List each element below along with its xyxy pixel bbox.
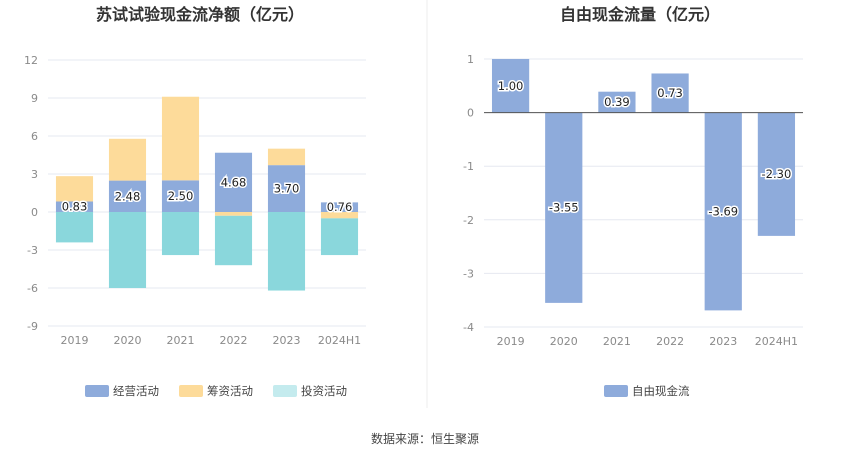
x-tick-label: 2022	[220, 334, 248, 347]
bar-segment	[214, 215, 253, 266]
bar-segment	[320, 202, 359, 212]
y-tick-label: -3	[463, 267, 474, 280]
data-source-note: 数据来源：恒生聚源	[371, 431, 479, 446]
data-label: 0.39	[604, 95, 630, 109]
bar-segment	[108, 180, 147, 212]
data-label: 0.76	[327, 200, 353, 214]
x-tick-label: 2023	[709, 335, 737, 348]
y-tick-label: 12	[24, 54, 38, 67]
bar-segment	[214, 152, 253, 212]
bar-segment	[491, 59, 530, 113]
x-tick-label: 2019	[61, 334, 89, 347]
bar-segment	[651, 73, 689, 113]
y-tick-label: -1	[463, 160, 474, 173]
legend-label: 自由现金流	[632, 384, 690, 398]
data-label: 0.83	[62, 200, 88, 214]
x-tick-label: 2024H1	[755, 335, 798, 348]
bar-segment	[545, 112, 583, 303]
data-label: 2.50	[168, 189, 194, 203]
cashflow-net-chart: 苏试试验现金流净额（亿元） 12 9 6 3 0 -3 -6 -9 2019 2020 2021 20…	[24, 5, 366, 398]
legend-swatch	[273, 385, 297, 397]
y-tick-label: -2	[463, 214, 474, 227]
data-label: 0.73	[657, 86, 683, 100]
bar-segment	[757, 112, 796, 236]
bar-segment	[108, 212, 147, 288]
y-tick-label: -9	[27, 320, 38, 333]
x-tick-label: 2021	[167, 334, 195, 347]
data-label: -3.69	[708, 204, 738, 218]
bar-segment	[161, 96, 200, 181]
bar-segment	[108, 138, 147, 181]
legend-swatch	[604, 385, 628, 397]
x-tick-label: 2022	[656, 335, 684, 348]
y-tick-label: 9	[31, 92, 38, 105]
data-label: 2.48	[115, 189, 141, 203]
bar-segment	[267, 212, 306, 291]
y-tick-label: 3	[31, 168, 38, 181]
chart-title: 自由现金流量（亿元）	[560, 5, 720, 24]
x-tick-label: 2020	[550, 335, 578, 348]
chart-title: 苏试试验现金流净额（亿元）	[96, 5, 304, 24]
data-label: -2.30	[762, 167, 792, 181]
x-tick-label: 2024H1	[318, 334, 361, 347]
free-cashflow-chart: 自由现金流量（亿元） 1 0 -1 -2 -3 -4 2019 2020 2021 2022 202…	[463, 5, 803, 398]
y-tick-label: 0	[31, 206, 38, 219]
legend-label: 投资活动	[301, 384, 347, 398]
bar-segment	[598, 91, 636, 113]
bar-segment	[704, 112, 742, 311]
bar-segment	[267, 165, 306, 212]
legend-swatch	[179, 385, 203, 397]
data-label: 1.00	[498, 79, 524, 93]
legend-label: 筹资活动	[207, 384, 253, 398]
y-tick-label: 1	[467, 53, 474, 66]
bar-segment	[214, 212, 253, 216]
y-tick-label: 0	[467, 107, 474, 120]
y-tick-label: -3	[27, 244, 38, 257]
y-tick-label: -6	[27, 282, 38, 295]
y-tick-label: 6	[31, 130, 38, 143]
legend-swatch	[85, 385, 109, 397]
x-tick-label: 2020	[114, 334, 142, 347]
bar-segment	[320, 218, 359, 256]
x-tick-label: 2023	[273, 334, 301, 347]
y-tick-label: -4	[463, 321, 474, 334]
bar-segment	[320, 212, 359, 219]
bar-segment	[161, 212, 200, 256]
bar-segment	[55, 176, 94, 202]
bar-segment	[267, 148, 306, 166]
data-label: -3.55	[549, 201, 579, 215]
legend-label: 经营活动	[113, 384, 159, 398]
data-label: 4.68	[221, 175, 247, 189]
data-label: 3.70	[274, 182, 300, 196]
bar-segment	[55, 212, 94, 243]
bar-segment	[55, 201, 94, 212]
bar-segment	[161, 180, 200, 212]
x-tick-label: 2019	[497, 335, 525, 348]
x-tick-label: 2021	[603, 335, 631, 348]
